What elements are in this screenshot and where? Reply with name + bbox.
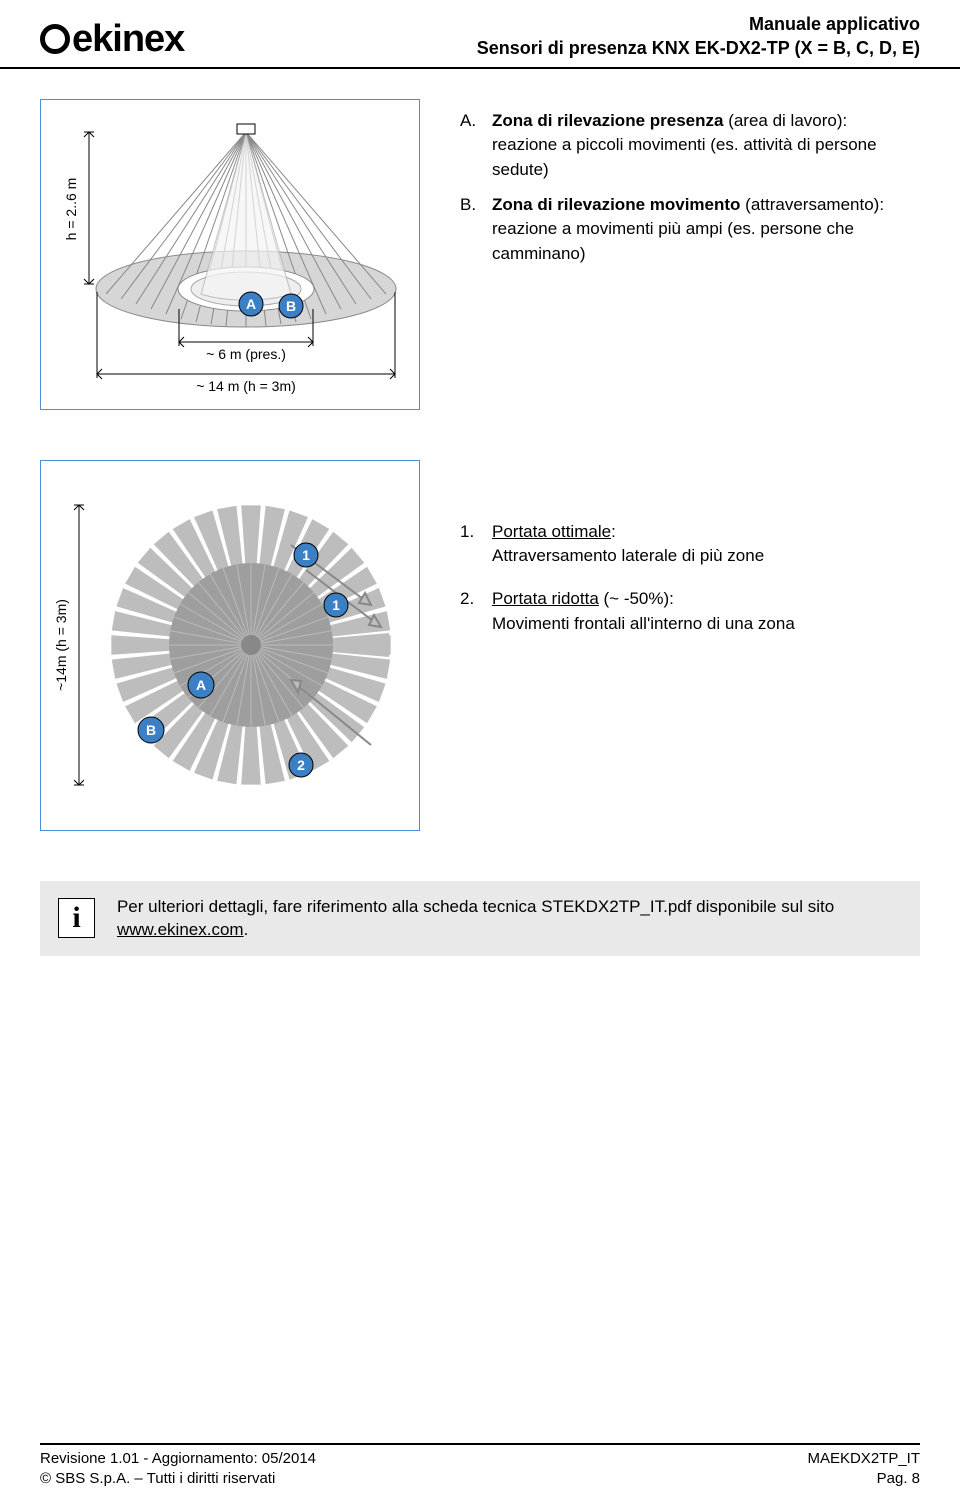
logo-ring-icon: [40, 24, 70, 54]
svg-text:1: 1: [332, 597, 340, 613]
h-label: h = 2..6 m: [63, 177, 79, 240]
logo: ekinex: [40, 18, 184, 61]
desc-2-u: Portata ridotta: [492, 589, 599, 608]
pres-label: ~ 6 m (pres.): [206, 346, 286, 362]
desc-1-u: Portata ottimale: [492, 522, 611, 541]
footer-right2: Pag. 8: [807, 1469, 920, 1489]
footer-right: MAEKDX2TP_IT Pag. 8: [807, 1449, 920, 1490]
svg-text:2: 2: [297, 757, 305, 773]
info-box: i Per ulteriori dettagli, fare riferimen…: [40, 881, 920, 957]
desc-1-num: 1.: [460, 520, 482, 569]
footer-left2: © SBS S.p.A. – Tutti i diritti riservati: [40, 1469, 316, 1489]
info-text-b: .: [244, 920, 249, 939]
desc-2-text: Portata ridotta (~ -50%): Movimenti fron…: [492, 587, 795, 636]
info-text: Per ulteriori dettagli, fare riferimento…: [117, 895, 902, 943]
logo-text: ekinex: [72, 18, 184, 61]
svg-text:1: 1: [302, 547, 310, 563]
svg-text:B: B: [146, 722, 156, 738]
footer-right1: MAEKDX2TP_IT: [807, 1449, 920, 1469]
desc-A-text: Zona di rilevazione presenza (area di la…: [492, 109, 920, 183]
footer-left: Revisione 1.01 - Aggiornamento: 05/2014 …: [40, 1449, 316, 1490]
desc-B-bold: Zona di rilevazione movimento: [492, 195, 740, 214]
page-content: h = 2..6 m: [0, 69, 960, 957]
marker-A: A: [246, 296, 256, 312]
info-icon: i: [58, 898, 95, 938]
marker-B: B: [286, 298, 296, 314]
desc-B-text: Zona di rilevazione movimento (attravers…: [492, 193, 920, 267]
svg-text:A: A: [196, 677, 206, 693]
section-zones: h = 2..6 m: [40, 99, 920, 410]
cone-diagram-svg: h = 2..6 m: [51, 114, 409, 394]
info-text-a: Per ulteriori dettagli, fare riferimento…: [117, 897, 834, 916]
header-line2: Sensori di presenza KNX EK-DX2-TP (X = B…: [477, 36, 920, 60]
mov-label: ~ 14 m (h = 3m): [196, 378, 296, 394]
desc-item-B: B. Zona di rilevazione movimento (attrav…: [460, 193, 920, 267]
desc-B-letter: B.: [460, 193, 482, 267]
desc-A-bold: Zona di rilevazione presenza: [492, 111, 723, 130]
footer-left1: Revisione 1.01 - Aggiornamento: 05/2014: [40, 1449, 316, 1469]
page-footer: Revisione 1.01 - Aggiornamento: 05/2014 …: [40, 1443, 920, 1490]
radial-diagram-svg: ~14m (h = 3m): [51, 475, 409, 815]
desc-2-num: 2.: [460, 587, 482, 636]
desc-1-text: Portata ottimale: Attraversamento latera…: [492, 520, 764, 569]
desc-item-1: 1. Portata ottimale: Attraversamento lat…: [460, 520, 920, 569]
v-label: ~14m (h = 3m): [53, 599, 69, 691]
header-line1: Manuale applicativo: [477, 12, 920, 36]
figure-cone: h = 2..6 m: [40, 99, 420, 410]
section-range: ~14m (h = 3m): [40, 460, 920, 831]
page-header: ekinex Manuale applicativo Sensori di pr…: [0, 0, 960, 69]
desc-zones: A. Zona di rilevazione presenza (area di…: [460, 99, 920, 410]
figure-radial: ~14m (h = 3m): [40, 460, 420, 831]
desc-item-A: A. Zona di rilevazione presenza (area di…: [460, 109, 920, 183]
desc-item-2: 2. Portata ridotta (~ -50%): Movimenti f…: [460, 587, 920, 636]
info-link[interactable]: www.ekinex.com: [117, 920, 244, 939]
desc-A-letter: A.: [460, 109, 482, 183]
header-title: Manuale applicativo Sensori di presenza …: [477, 12, 920, 61]
desc-range: 1. Portata ottimale: Attraversamento lat…: [460, 460, 920, 831]
